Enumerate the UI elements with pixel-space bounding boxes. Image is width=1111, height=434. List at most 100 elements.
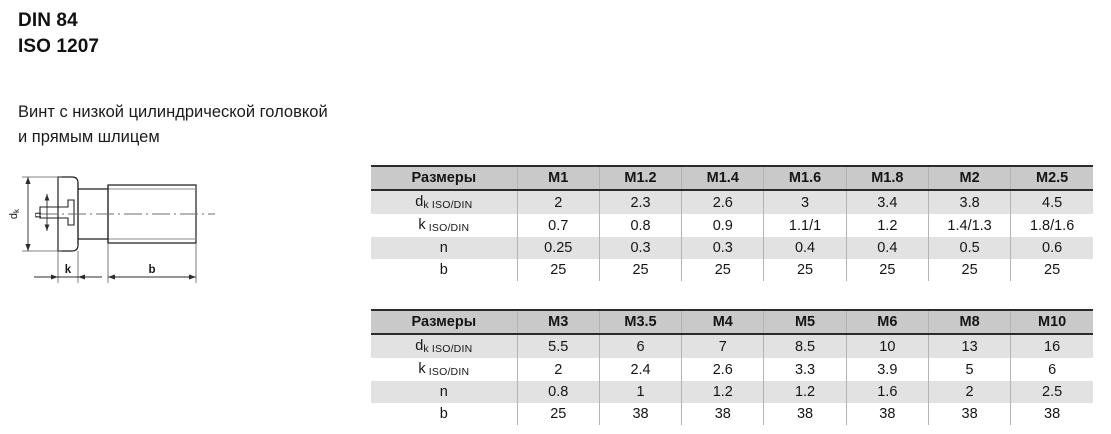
cell-value: 38: [845, 403, 929, 425]
cell-value: 6: [1010, 358, 1093, 381]
dimension-label-dk: dk: [8, 208, 21, 219]
header-size-m18: M1.8: [845, 166, 929, 191]
dimensions-table-1: Размеры M1 M1.2 M1.4 M1.6 M1.8 M2 M2.5 d…: [371, 165, 1093, 281]
cell-value: 5.5: [516, 334, 600, 358]
table-row: n 0.8 1 1.2 1.2 1.6 2 2.5: [371, 381, 1093, 403]
product-description: Винт с низкой цилиндрической головкой и …: [18, 100, 458, 150]
screw-technical-drawing: dk n k b: [0, 163, 300, 298]
cell-value: 1: [598, 381, 683, 403]
b-arrow-left: [108, 274, 115, 280]
cell-value: 2.3: [598, 190, 683, 214]
row-label-b: b: [371, 403, 518, 425]
table-row: dk ISO/DIN 5.5 6 7 8.5 10 13 16: [371, 334, 1093, 358]
header-size-m16: M1.6: [763, 166, 847, 191]
dimensions-table-2: Размеры M3 M3.5 M4 M5 M6 M8 M10 dk ISO/D…: [371, 309, 1093, 425]
row-label-n: n: [371, 237, 518, 259]
cell-value: 10: [845, 334, 929, 358]
header-size-m6: M6: [845, 310, 929, 335]
dimension-label-k: k: [65, 264, 72, 276]
row-label-dk: dk ISO/DIN: [371, 334, 518, 358]
cell-value: 38: [598, 403, 683, 425]
cell-value: 1.2: [763, 381, 847, 403]
table-row: k ISO/DIN 0.7 0.8 0.9 1.1/1 1.2 1.4/1.3 …: [371, 214, 1093, 237]
cell-value: 0.4: [763, 237, 847, 259]
table-row: k ISO/DIN 2 2.4 2.6 3.3 3.9 5 6: [371, 358, 1093, 381]
cell-value: 0.9: [681, 214, 765, 237]
cell-value: 25: [845, 259, 929, 281]
cell-value: 1.2: [845, 214, 929, 237]
header-label: Размеры: [371, 310, 518, 335]
header-size-m5: M5: [763, 310, 847, 335]
cell-value: 2.6: [681, 190, 765, 214]
header-size-m35: M3.5: [598, 310, 683, 335]
cell-value: 5: [927, 358, 1012, 381]
cell-value: 1.1/1: [763, 214, 847, 237]
header-size-m3: M3: [516, 310, 600, 335]
cell-value: 25: [598, 259, 683, 281]
screw-slot-outline: [39, 199, 75, 226]
cell-value: 0.6: [1010, 237, 1093, 259]
cell-value: 1.6: [845, 381, 929, 403]
k-arrow-right: [78, 274, 85, 280]
table-row: n 0.25 0.3 0.3 0.4 0.4 0.5 0.6: [371, 237, 1093, 259]
dimension-label-b: b: [148, 264, 155, 276]
cell-value: 25: [516, 403, 600, 425]
cell-value: 2: [516, 190, 600, 214]
cell-value: 7: [681, 334, 765, 358]
header-size-m1: M1: [516, 166, 600, 191]
cell-value: 25: [927, 259, 1012, 281]
row-label-n: n: [371, 381, 518, 403]
header-size-m25: M2.5: [1010, 166, 1093, 191]
header-size-m12: M1.2: [598, 166, 683, 191]
standards-block: DIN 84 ISO 1207: [18, 8, 99, 60]
cell-value: 0.8: [598, 214, 683, 237]
cell-value: 13: [927, 334, 1012, 358]
k-arrow-left: [51, 274, 58, 280]
table-row: b 25 25 25 25 25 25 25: [371, 259, 1093, 281]
cell-value: 25: [1010, 259, 1093, 281]
cell-value: 3.4: [845, 190, 929, 214]
cell-value: 16: [1010, 334, 1093, 358]
n-arrow-top: [44, 194, 50, 201]
cell-value: 2.4: [598, 358, 683, 381]
cell-value: 38: [1010, 403, 1093, 425]
cell-value: 6: [598, 334, 683, 358]
cell-value: 38: [927, 403, 1012, 425]
header-size-m8: M8: [927, 310, 1012, 335]
b-arrow-right: [189, 274, 196, 280]
header-label: Размеры: [371, 166, 518, 191]
cell-value: 0.4: [845, 237, 929, 259]
cell-value: 0.8: [516, 381, 600, 403]
cell-value: 0.7: [516, 214, 600, 237]
cell-value: 0.3: [598, 237, 683, 259]
table-row: b 25 38 38 38 38 38 38: [371, 403, 1093, 425]
cell-value: 38: [681, 403, 765, 425]
cell-value: 3: [763, 190, 847, 214]
row-label-k: k ISO/DIN: [371, 214, 518, 237]
header-size-m10: M10: [1010, 310, 1093, 335]
cell-value: 2.6: [681, 358, 765, 381]
dk-arrow-bottom: [25, 244, 31, 251]
row-label-k: k ISO/DIN: [371, 358, 518, 381]
table-row: dk ISO/DIN 2 2.3 2.6 3 3.4 3.8 4.5: [371, 190, 1093, 214]
cell-value: 38: [763, 403, 847, 425]
cell-value: 3.9: [845, 358, 929, 381]
header-size-m2: M2: [927, 166, 1012, 191]
cell-value: 3.8: [927, 190, 1012, 214]
cell-value: 0.5: [927, 237, 1012, 259]
cell-value: 2.5: [1010, 381, 1093, 403]
header-size-m14: M1.4: [681, 166, 765, 191]
dimension-label-n: n: [32, 212, 44, 218]
cell-value: 1.2: [681, 381, 765, 403]
table-header-row: Размеры M1 M1.2 M1.4 M1.6 M1.8 M2 M2.5: [371, 166, 1093, 191]
row-label-b: b: [371, 259, 518, 281]
spec-table: Размеры M3 M3.5 M4 M5 M6 M8 M10 dk ISO/D…: [371, 309, 1093, 425]
cell-value: 2: [927, 381, 1012, 403]
description-line-1: Винт с низкой цилиндрической головкой: [18, 103, 328, 121]
standard-din: DIN 84: [18, 10, 78, 31]
cell-value: 0.25: [516, 237, 600, 259]
cell-value: 1.4/1.3: [927, 214, 1012, 237]
cell-value: 8.5: [763, 334, 847, 358]
header-size-m4: M4: [681, 310, 765, 335]
cell-value: 0.3: [681, 237, 765, 259]
